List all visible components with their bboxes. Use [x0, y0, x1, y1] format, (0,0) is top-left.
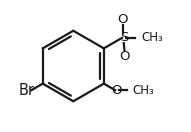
Text: O: O	[119, 50, 130, 63]
Text: CH₃: CH₃	[132, 84, 154, 97]
Text: O: O	[111, 84, 122, 97]
Text: Br: Br	[18, 83, 34, 98]
Text: CH₃: CH₃	[142, 31, 163, 44]
Text: O: O	[118, 13, 128, 26]
Text: S: S	[120, 31, 128, 44]
